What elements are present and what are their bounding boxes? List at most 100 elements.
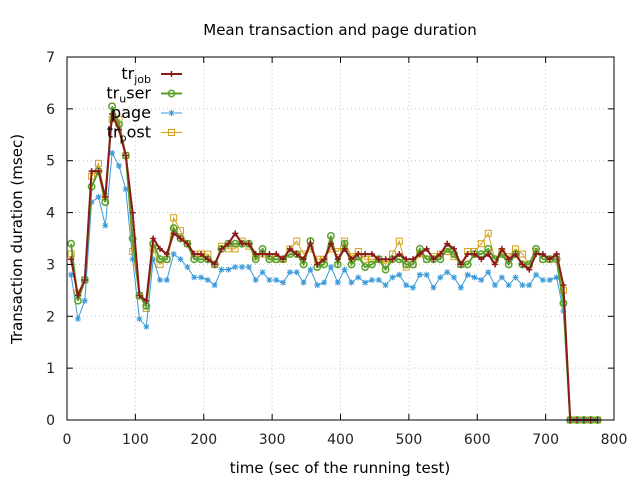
data-point-tr-job xyxy=(396,251,403,258)
x-axis-label: time (sec of the running test) xyxy=(230,459,451,477)
data-point-page xyxy=(314,282,321,289)
data-point-page xyxy=(375,276,382,283)
data-point-tr-job xyxy=(519,261,526,268)
data-point-tr-job xyxy=(546,256,553,263)
data-point-page xyxy=(198,274,205,281)
data-point-tr-job xyxy=(334,256,341,263)
data-point-tr-user xyxy=(511,250,520,259)
data-point-tr-user xyxy=(279,255,288,264)
data-point-tr-job xyxy=(259,251,266,258)
data-point-page xyxy=(129,256,136,263)
data-point-tr-user xyxy=(292,250,301,259)
legend-entry-page: page xyxy=(111,103,182,122)
data-point-tr-job xyxy=(170,230,177,237)
data-point-tr-user xyxy=(326,231,335,240)
y-tick-label: 1 xyxy=(46,361,55,377)
series-tr-post xyxy=(67,115,602,424)
x-tick-label: 300 xyxy=(259,432,286,448)
data-point-page xyxy=(437,274,444,281)
data-point-page xyxy=(245,264,252,271)
x-tick-label: 400 xyxy=(327,432,354,448)
data-point-tr-post xyxy=(94,159,102,167)
data-point-tr-job xyxy=(204,256,211,263)
data-point-tr-job xyxy=(533,251,540,258)
data-point-page xyxy=(286,269,293,276)
data-point-page xyxy=(519,282,526,289)
data-point-tr-job xyxy=(95,168,102,175)
data-point-page xyxy=(252,276,259,283)
data-point-tr-job xyxy=(539,251,546,258)
data-point-tr-post xyxy=(293,237,301,245)
data-point-tr-job xyxy=(88,168,95,175)
data-point-tr-job xyxy=(314,261,321,268)
legend-entry-tr-post: trpost xyxy=(107,123,182,145)
data-point-page xyxy=(74,315,81,322)
data-point-tr-job xyxy=(184,240,191,247)
data-point-page xyxy=(444,269,451,276)
data-point-page xyxy=(136,315,143,322)
data-point-page xyxy=(321,279,328,286)
data-point-page xyxy=(273,276,280,283)
data-point-tr-job xyxy=(68,256,75,263)
data-point-page xyxy=(300,279,307,286)
data-point-page xyxy=(143,323,150,330)
data-point-page xyxy=(505,282,512,289)
x-tick-label: 800 xyxy=(601,432,628,448)
data-point-page xyxy=(184,264,191,271)
data-point-page xyxy=(478,276,485,283)
data-point-page xyxy=(218,266,225,273)
data-point-tr-job xyxy=(437,251,444,258)
data-point-tr-user xyxy=(176,234,185,243)
data-point-tr-user xyxy=(128,234,137,243)
data-point-tr-job xyxy=(239,240,246,247)
data-point-page xyxy=(553,274,560,281)
chart-title: Mean transaction and page duration xyxy=(203,21,476,39)
data-point-page xyxy=(177,256,184,263)
data-point-page xyxy=(403,282,410,289)
y-tick-label: 0 xyxy=(46,413,55,429)
data-point-page xyxy=(409,284,416,291)
y-tick-label: 6 xyxy=(46,102,55,118)
data-point-tr-job xyxy=(225,240,232,247)
data-point-tr-job xyxy=(423,245,430,252)
data-point-tr-job xyxy=(375,256,382,263)
data-point-tr-job xyxy=(362,251,369,258)
data-point-tr-job xyxy=(348,256,355,263)
data-point-tr-job xyxy=(560,282,567,289)
legend-label-tr-post: trpost xyxy=(107,123,151,145)
x-tick-label: 200 xyxy=(190,432,217,448)
data-point-tr-job xyxy=(129,209,136,216)
data-point-tr-job xyxy=(389,256,396,263)
data-point-tr-job xyxy=(457,261,464,268)
data-point-page xyxy=(382,282,389,289)
data-point-tr-job xyxy=(232,230,239,237)
data-point-tr-job xyxy=(143,297,150,304)
data-point-page xyxy=(115,162,122,169)
data-point-page xyxy=(293,269,300,276)
data-point-page xyxy=(191,274,198,281)
data-point-tr-job xyxy=(74,292,81,299)
data-point-tr-job xyxy=(102,194,109,201)
data-point-page xyxy=(68,271,75,278)
data-point-tr-job xyxy=(307,240,314,247)
data-point-page xyxy=(396,271,403,278)
data-point-page xyxy=(232,264,239,271)
data-point-tr-job xyxy=(136,292,143,299)
y-tick-label: 5 xyxy=(46,154,55,170)
data-point-tr-post xyxy=(170,214,178,222)
data-point-tr-job xyxy=(286,245,293,252)
data-point-tr-job xyxy=(163,251,170,258)
data-point-page xyxy=(341,266,348,273)
data-point-tr-job xyxy=(252,251,259,258)
data-point-tr-user xyxy=(183,239,192,248)
data-point-page xyxy=(423,271,430,278)
data-point-tr-job xyxy=(355,251,362,258)
x-tick-label: 0 xyxy=(63,432,72,448)
data-point-page xyxy=(280,279,287,286)
data-point-tr-job xyxy=(218,245,225,252)
data-point-tr-post xyxy=(231,245,239,253)
y-tick-label: 2 xyxy=(46,309,55,325)
data-point-tr-job xyxy=(430,256,437,263)
